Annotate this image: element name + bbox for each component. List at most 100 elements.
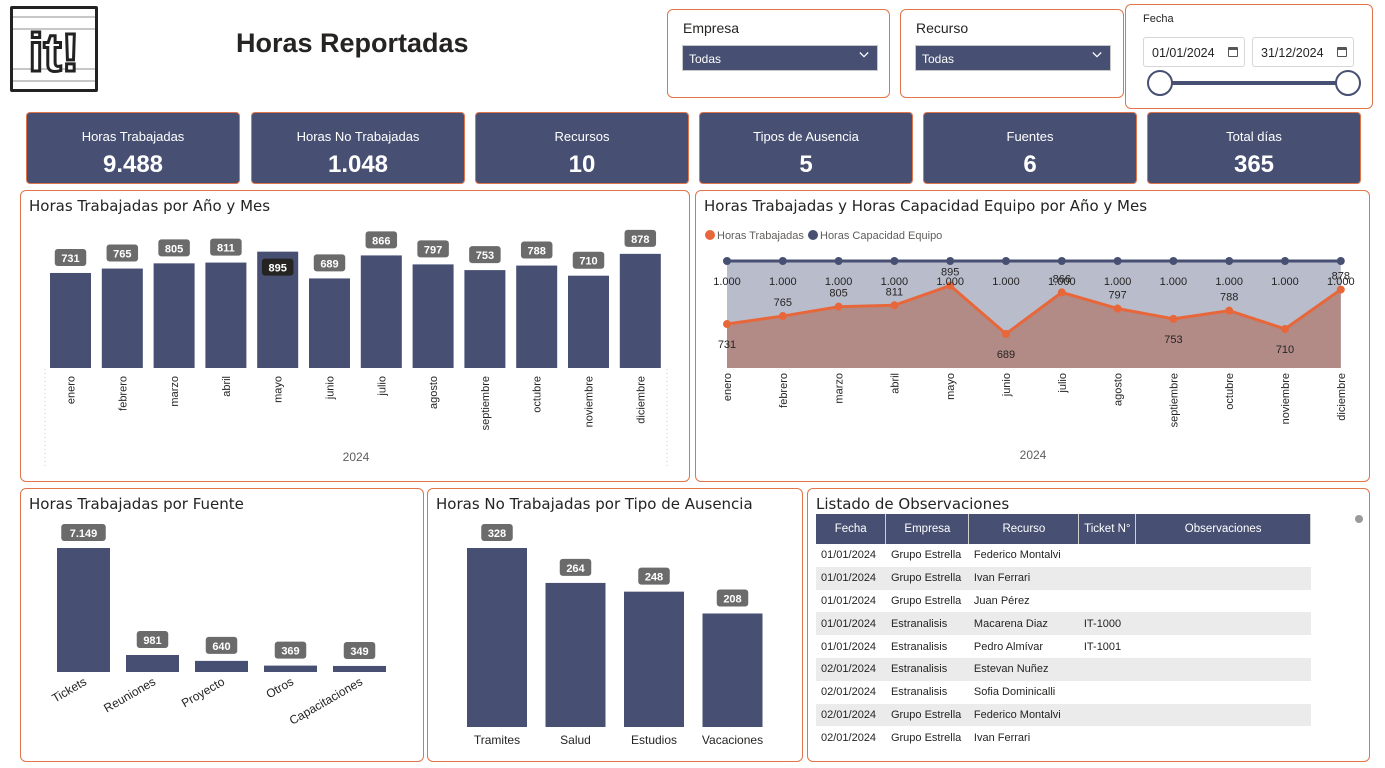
bar-octubre[interactable] (516, 265, 558, 368)
bar-noviembre[interactable] (568, 275, 609, 368)
bar-junio[interactable] (309, 278, 350, 368)
data-label-Tickets-bg (61, 524, 106, 541)
bar-diciembre[interactable] (619, 253, 661, 368)
point-trabajadas-abril[interactable] (890, 301, 899, 310)
point-trabajadas-marzo[interactable] (834, 302, 843, 311)
table-row[interactable]: 01/01/2024 Grupo Estrella Federico Montalv… (816, 544, 1311, 567)
table-row[interactable]: 02/01/2024 Grupo Estrella Ivan Ferrari (816, 726, 1311, 749)
data-label-capacidad-mayo: 1.000 (936, 276, 964, 288)
point-capacidad-septiembre[interactable] (1169, 257, 1178, 265)
kpi-label: Tipos de Ausencia (753, 129, 859, 144)
line-horas-trabajadas (726, 283, 1342, 336)
tick-label-noviembre: noviembre (584, 376, 596, 427)
slider-end-handle[interactable] (1335, 70, 1361, 96)
column-header[interactable]: Recurso (968, 514, 1080, 544)
table-cell: Pedro Almívar (973, 640, 1044, 653)
point-capacidad-mayo[interactable] (946, 257, 955, 265)
bar-Proyecto[interactable] (195, 660, 248, 672)
tick-label-abril: abril (889, 373, 901, 394)
empresa-dropdown[interactable]: Todas (682, 45, 878, 71)
point-capacidad-agosto[interactable] (1113, 257, 1122, 265)
scrollbar-thumb[interactable] (1355, 515, 1363, 523)
table-row[interactable]: 01/01/2024 Grupo Estrella Ivan Ferrari (816, 566, 1311, 590)
point-capacidad-abril[interactable] (890, 257, 899, 265)
bar-Otros[interactable] (264, 665, 317, 672)
column-header[interactable]: Empresa (885, 514, 970, 544)
column-header[interactable]: Ticket N° (1078, 514, 1137, 544)
table-cell: Federico Montalvi (973, 549, 1061, 562)
table-row[interactable]: 02/01/2024 Estranalisis Sofia Dominicalli (816, 681, 1311, 704)
table-row[interactable]: 01/01/2024 Grupo Estrella Juan Pérez (816, 590, 1311, 613)
kpi-label: Horas No Trabajadas (296, 129, 420, 144)
bar-Tickets[interactable] (57, 548, 110, 672)
bar-abril[interactable] (205, 262, 247, 368)
bar-Estudios[interactable] (624, 591, 684, 727)
point-trabajadas-enero[interactable] (723, 320, 731, 329)
bar-marzo[interactable] (153, 263, 195, 368)
table-row[interactable]: 02/01/2024 Grupo Estrella Federico Montalv… (816, 703, 1311, 727)
bar-julio[interactable] (360, 255, 402, 368)
bar-Reuniones[interactable] (126, 654, 179, 672)
point-trabajadas-junio[interactable] (1002, 329, 1010, 338)
legend-marker-horas-trabajadas (705, 230, 715, 240)
point-trabajadas-mayo[interactable] (946, 281, 955, 290)
tick-label-Reuniones: Reuniones (101, 674, 158, 715)
data-label-trabajadas-septiembre: 753 (1164, 334, 1182, 346)
data-label-Proyecto: 640 (212, 641, 230, 653)
bar-Vacaciones[interactable] (702, 613, 763, 727)
data-label-Capacitaciones: 349 (350, 646, 368, 658)
table-cell: Estranalisis (890, 686, 948, 699)
end-date-input[interactable]: 31/12/2024 (1252, 37, 1354, 67)
table-row[interactable]: 01/01/2024 Estranalisis Macarena Diaz IT-10… (816, 612, 1311, 636)
table-cell (1078, 703, 1136, 727)
kpi-value: 365 (1233, 151, 1275, 178)
table-cell (1135, 566, 1311, 590)
source-bar-chart: 7.149 Tickets 981 Reuniones 640 Proyecto 369 Ot… (49, 524, 386, 728)
point-capacidad-enero[interactable] (723, 257, 731, 265)
point-trabajadas-febrero[interactable] (778, 312, 787, 321)
bar-Capacitaciones[interactable] (333, 665, 386, 672)
column-header[interactable]: Observaciones (1135, 514, 1311, 544)
slider-start-handle[interactable] (1147, 70, 1173, 96)
kpi-value: 5 (799, 151, 813, 178)
table-row[interactable]: 01/01/2024 Estranalisis Pedro Almívar IT-10… (816, 635, 1311, 658)
kpi-label: Fuentes (1006, 129, 1054, 144)
bar-enero[interactable] (50, 272, 91, 368)
column-header[interactable]: Fecha (816, 514, 887, 544)
point-capacidad-junio[interactable] (1002, 257, 1010, 265)
point-trabajadas-noviembre[interactable] (1281, 324, 1289, 333)
point-trabajadas-septiembre[interactable] (1169, 314, 1178, 323)
legend-marker-horas-capacidad (808, 230, 818, 240)
data-label-marzo-bg (158, 239, 190, 257)
table-cell (1079, 726, 1136, 749)
point-trabajadas-diciembre[interactable] (1336, 285, 1345, 294)
tick-label-junio: junio (1001, 373, 1013, 397)
bar-Tramites[interactable] (467, 548, 527, 727)
kpi-card-fuentes: Fuentes 6 (923, 112, 1137, 184)
point-trabajadas-julio[interactable] (1057, 288, 1066, 297)
observations-title: Listado de Observaciones (816, 495, 1010, 513)
point-capacidad-octubre[interactable] (1225, 257, 1234, 265)
point-trabajadas-agosto[interactable] (1113, 304, 1122, 313)
point-capacidad-diciembre[interactable] (1336, 257, 1345, 265)
point-capacidad-marzo[interactable] (834, 257, 843, 265)
point-trabajadas-octubre[interactable] (1225, 306, 1234, 315)
bar-Salud[interactable] (545, 582, 606, 727)
start-date-input[interactable]: 01/01/2024 (1143, 37, 1245, 67)
point-capacidad-noviembre[interactable] (1281, 257, 1289, 265)
recurso-dropdown[interactable]: Todas (915, 45, 1111, 71)
table-cell (1136, 681, 1311, 704)
table-cell: Macarena Diaz (968, 612, 1079, 636)
table-cell (1135, 657, 1311, 681)
table-row[interactable]: 02/01/2024 Estranalisis Estevan Nuñez (816, 657, 1311, 681)
bar-febrero[interactable] (101, 268, 143, 368)
point-capacidad-julio[interactable] (1057, 257, 1066, 265)
table-cell: Ivan Ferrari (973, 731, 1031, 744)
bar-septiembre[interactable] (464, 270, 506, 368)
date-range-slider[interactable] (1126, 65, 1374, 105)
table-cell: Ivan Ferrari (968, 566, 1079, 590)
data-label-capacidad-enero: 1.000 (713, 276, 741, 288)
point-capacidad-febrero[interactable] (778, 257, 787, 265)
bar-agosto[interactable] (412, 264, 454, 368)
data-label-Salud: 264 (566, 563, 585, 575)
